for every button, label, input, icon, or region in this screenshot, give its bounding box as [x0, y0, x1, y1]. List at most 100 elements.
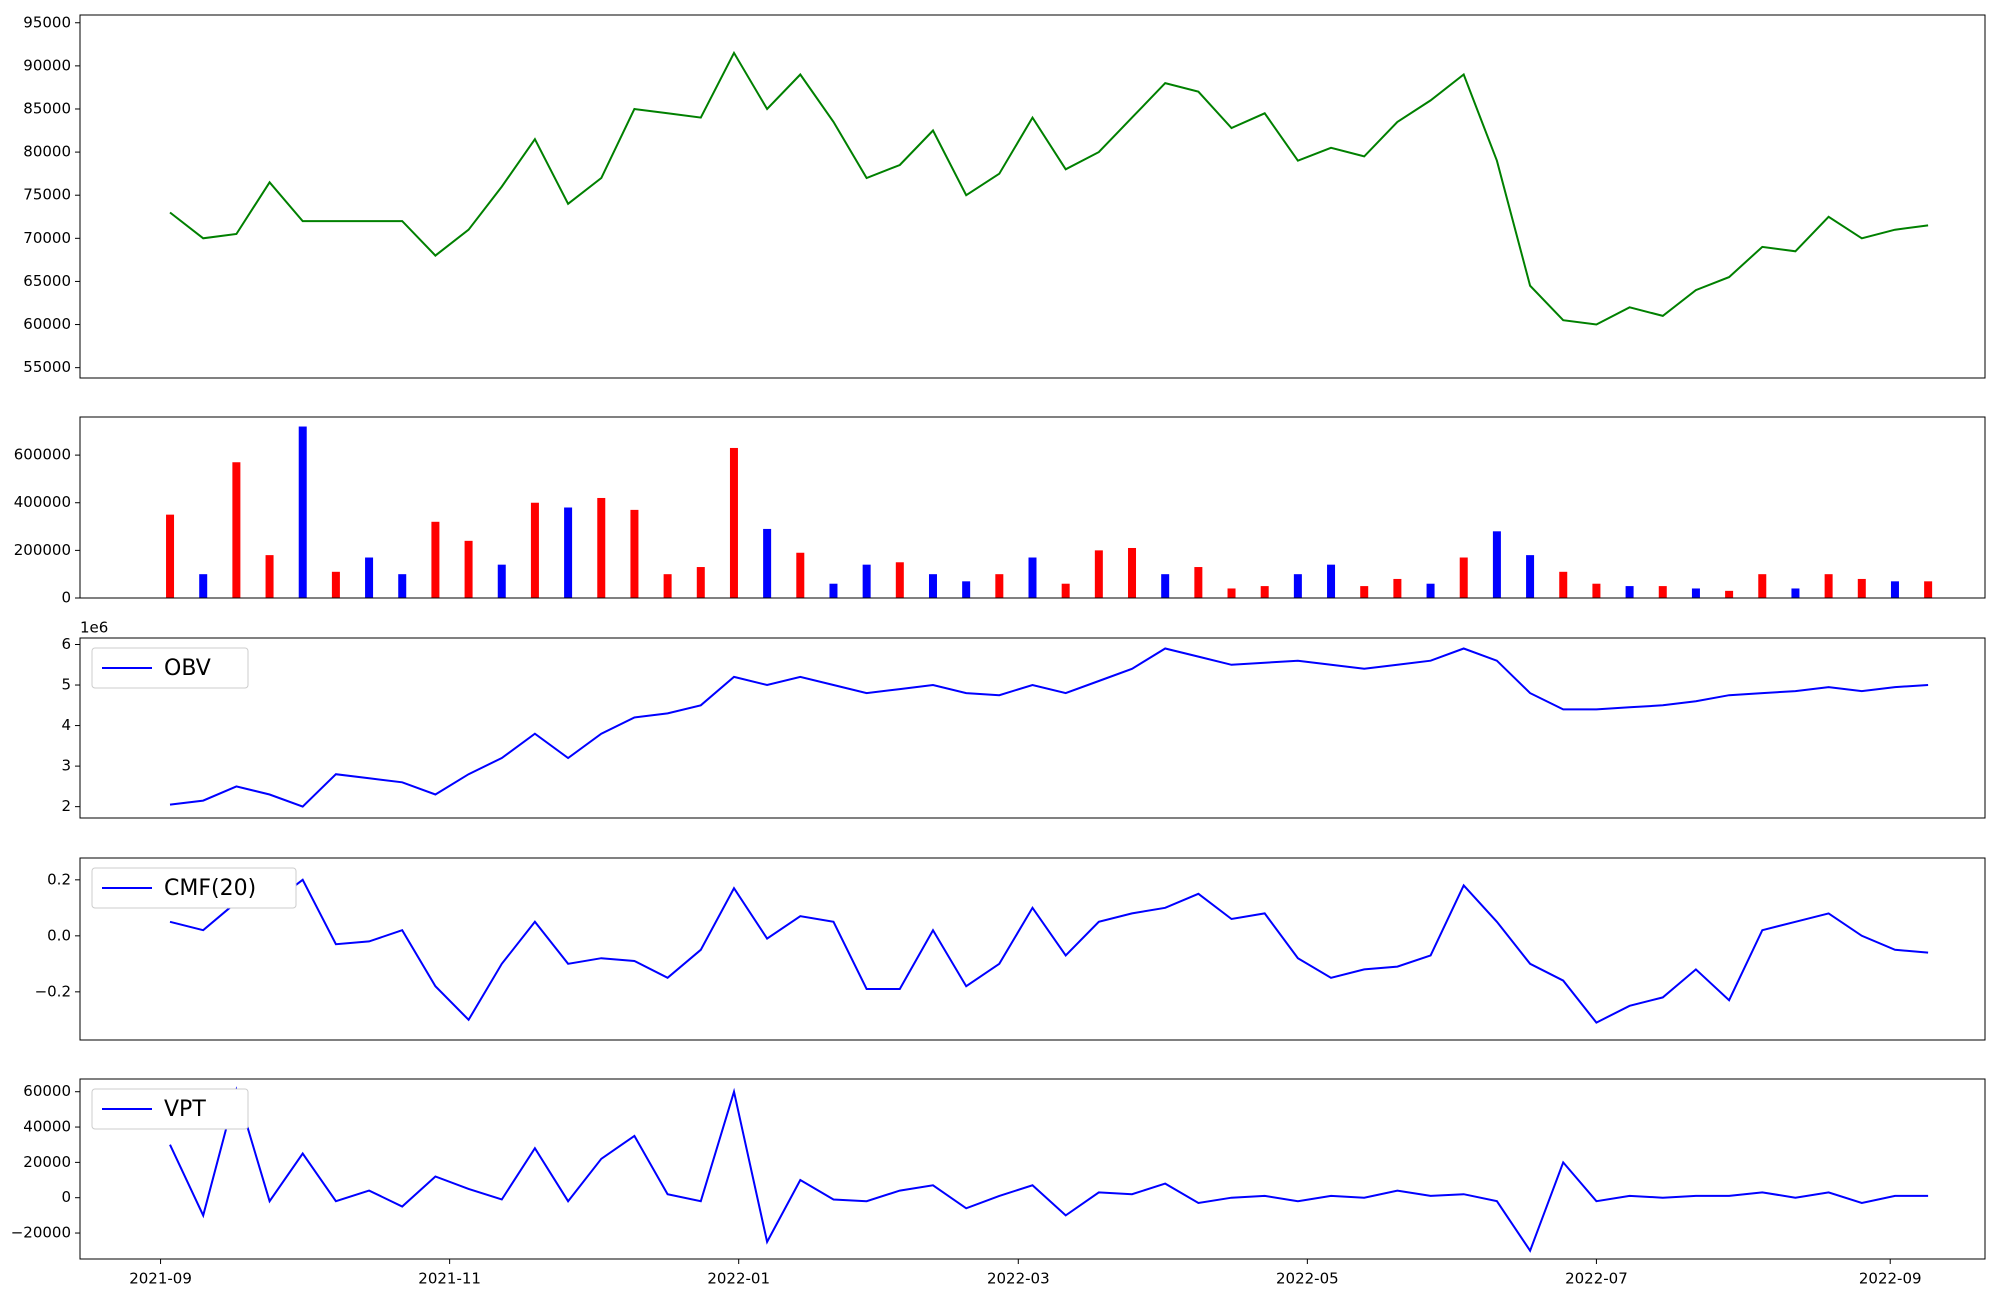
bar [1492, 531, 1501, 598]
bar [232, 462, 241, 598]
bar [564, 507, 573, 598]
bar [1028, 557, 1037, 598]
y-tick-label: 400000 [14, 493, 71, 511]
bar [1161, 574, 1170, 598]
bar [729, 447, 738, 598]
y-tick-label: 20000 [23, 1153, 71, 1171]
axes-frame [79, 14, 1986, 379]
x-tick-label: 2021-11 [418, 1270, 481, 1288]
y-tick-label: 95000 [23, 13, 71, 31]
y-tick-label: 90000 [23, 56, 71, 74]
bar [796, 552, 805, 598]
y-tick-label: 4 [61, 716, 71, 734]
y-tick-label: 70000 [23, 229, 71, 247]
legend-label: CMF(20) [164, 876, 256, 901]
bar [1094, 550, 1103, 598]
bar [1691, 588, 1700, 598]
y-tick-label: 6 [61, 635, 71, 653]
legend-box [91, 1088, 249, 1130]
bar [1227, 588, 1236, 598]
y-tick-label: 0 [61, 1188, 71, 1206]
bar [1393, 578, 1402, 598]
y-tick-label: 40000 [23, 1118, 71, 1136]
bar [829, 583, 838, 598]
bar [928, 574, 937, 598]
bar [1360, 586, 1369, 598]
bar [1791, 588, 1800, 598]
bar [1128, 547, 1137, 598]
bar [1459, 557, 1468, 598]
bar [199, 574, 208, 598]
bar [1890, 581, 1899, 598]
y-tick-label: 0.2 [47, 870, 71, 888]
y-tick-label: 85000 [23, 99, 71, 117]
axes-frame [79, 857, 1986, 1041]
bar [1426, 583, 1435, 598]
bar [497, 564, 506, 598]
bar [962, 581, 971, 598]
bar [1758, 574, 1767, 598]
x-tick-label: 2022-03 [987, 1270, 1050, 1288]
legend-label: VPT [164, 1097, 206, 1122]
legend-box [91, 647, 249, 689]
y-offset-label: 1e6 [80, 619, 108, 637]
legend-box [91, 867, 297, 909]
bar [597, 497, 606, 598]
line [169, 878, 1929, 1024]
bar [1559, 571, 1568, 598]
line [169, 647, 1929, 808]
bar [995, 574, 1004, 598]
y-tick-label: 55000 [23, 358, 71, 376]
bar [1194, 567, 1203, 598]
axes-frame [79, 416, 1986, 599]
y-tick-label: 600000 [14, 446, 71, 464]
y-tick-label: −0.2 [35, 982, 71, 1000]
bar [763, 528, 772, 598]
bar [298, 426, 307, 598]
bar [1824, 574, 1833, 598]
y-tick-label: 65000 [23, 272, 71, 290]
bar [398, 574, 407, 598]
bar [464, 540, 473, 598]
x-tick-label: 2021-09 [129, 1270, 192, 1288]
bar [365, 557, 374, 598]
bar [1061, 583, 1070, 598]
y-tick-label: 60000 [23, 1082, 71, 1100]
bar [530, 502, 539, 598]
bar [1658, 586, 1667, 598]
y-tick-label: 0 [61, 589, 71, 607]
bar [431, 521, 440, 598]
y-tick-label: 5 [61, 676, 71, 694]
bar [663, 574, 672, 598]
axes-frame [79, 637, 1986, 819]
bar [862, 564, 871, 598]
bar [696, 567, 705, 598]
axes-frame [79, 1078, 1986, 1260]
legend-label: OBV [164, 656, 211, 681]
y-tick-label: 80000 [23, 143, 71, 161]
bar [1625, 586, 1634, 598]
y-tick-label: 0.0 [47, 926, 71, 944]
bar [630, 509, 639, 598]
x-tick-label: 2022-05 [1276, 1270, 1339, 1288]
bar [1526, 555, 1535, 598]
y-tick-label: 75000 [23, 186, 71, 204]
line [169, 1086, 1929, 1253]
bar [1327, 564, 1336, 598]
bar [1592, 583, 1601, 598]
y-tick-label: 3 [61, 757, 71, 775]
y-tick-label: 200000 [14, 541, 71, 559]
bar [1260, 586, 1269, 598]
bar [1293, 574, 1302, 598]
bar [331, 571, 340, 598]
bar [166, 514, 175, 598]
bar [1857, 578, 1866, 598]
bar [1725, 590, 1734, 598]
x-tick-label: 2022-01 [707, 1270, 770, 1288]
y-tick-label: 60000 [23, 315, 71, 333]
x-tick-label: 2022-07 [1565, 1270, 1628, 1288]
bar [1924, 581, 1933, 598]
x-tick-label: 2022-09 [1859, 1270, 1922, 1288]
